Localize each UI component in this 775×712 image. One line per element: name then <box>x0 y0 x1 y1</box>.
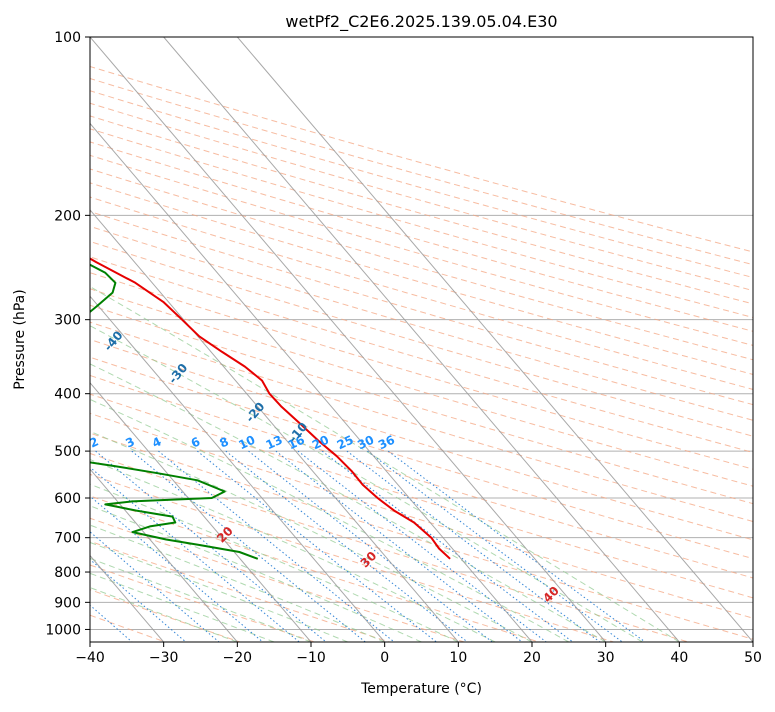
mixing-ratio-line <box>90 604 133 642</box>
mixing-ratio-line <box>196 450 437 642</box>
plot-frame <box>89 36 754 643</box>
isotherm <box>163 37 680 642</box>
mixing-ratio-line <box>95 450 327 642</box>
isotherm <box>90 37 607 642</box>
dry-adiabat <box>90 412 753 619</box>
y-axis-label: Pressure (hPa) <box>12 289 28 389</box>
dry-adiabat <box>90 589 241 642</box>
dry-adiabat <box>90 356 753 560</box>
x-tick-label: −30 <box>149 650 179 666</box>
moist-adiabat <box>90 587 238 642</box>
y-tick-label: 1000 <box>45 622 81 638</box>
x-tick-label: −20 <box>223 650 253 666</box>
mixing-ratio-label: 16 <box>286 433 307 453</box>
dry-adiabat <box>90 211 753 406</box>
moist-adiabat <box>90 541 348 642</box>
mixing-ratio-line <box>131 450 366 642</box>
moist-adiabat <box>90 505 422 642</box>
moist-adiabat <box>90 363 606 642</box>
mixing-ratio-line <box>275 450 523 642</box>
dry-adiabat <box>90 102 753 292</box>
isotherm <box>236 37 753 642</box>
y-tick-label: 600 <box>54 491 81 507</box>
moist-adiabat <box>90 483 459 642</box>
moist-adiabat <box>90 524 385 642</box>
isotherm <box>90 381 312 642</box>
mixing-ratio-line <box>90 466 300 642</box>
isotherm <box>90 295 386 642</box>
moist-adiabat <box>90 398 570 642</box>
y-tick-label: 200 <box>54 208 81 224</box>
moist-adiabat <box>90 430 533 642</box>
mixing-ratio-line <box>225 450 468 642</box>
x-tick-label: 0 <box>380 650 389 666</box>
dry-adiabat <box>90 564 315 642</box>
mixing-ratio-label: 2 <box>87 434 100 450</box>
y-tick-label: 300 <box>54 313 81 329</box>
temperature-line <box>90 257 451 560</box>
mixing-ratio-line <box>90 531 220 642</box>
mixing-ratio-label: 25 <box>335 433 356 453</box>
dry-adiabat <box>90 473 614 642</box>
isotherm <box>90 122 533 642</box>
profiles <box>90 257 451 560</box>
x-tick-label: 50 <box>744 650 762 666</box>
dry-adiabat <box>90 338 753 541</box>
dry-adiabat <box>90 304 753 505</box>
chart-title: wetPf2_C2E6.2025.139.05.04.E30 <box>285 12 557 32</box>
background-lines <box>90 37 753 642</box>
mixing-ratio-label: 13 <box>264 433 285 453</box>
y-tick-label: 100 <box>54 30 81 46</box>
moist-adiabat <box>90 458 496 642</box>
x-tick-label: −40 <box>75 650 105 666</box>
dry-adiabat <box>90 196 753 390</box>
x-tick-label: −10 <box>296 650 326 666</box>
dry-adiabat <box>90 452 689 642</box>
moist-adiabat <box>90 325 643 642</box>
dewpoint-line <box>90 263 259 560</box>
x-tick-label: 30 <box>597 650 615 666</box>
x-tick-label: 20 <box>523 650 541 666</box>
dry-adiabat <box>90 432 753 640</box>
mixing-ratio-label: 30 <box>355 433 376 453</box>
mixing-ratio-line <box>158 450 395 642</box>
mixing-ratio-label: 10 <box>236 433 257 453</box>
y-tick-label: 400 <box>54 387 81 403</box>
dry-adiabat <box>90 225 753 421</box>
dry-adiabat <box>90 182 753 375</box>
mixing-ratio-line <box>321 450 574 642</box>
dry-adiabat <box>90 128 753 319</box>
x-tick-label: 10 <box>449 650 467 666</box>
isotherm <box>90 209 459 642</box>
mixing-ratio-label: 36 <box>376 433 397 453</box>
x-tick-label: 40 <box>670 650 688 666</box>
axes: −40 −30 −20 −10 0 10 20 30 40 50 100 200 300 400 500 60… <box>45 30 762 666</box>
x-axis-label: Temperature (°C) <box>360 681 482 697</box>
dry-adiabat <box>90 115 753 305</box>
moist-adiabat <box>90 285 680 642</box>
mixing-ratio-label: 20 <box>310 433 331 453</box>
isotherm <box>90 468 238 642</box>
y-tick-label: 700 <box>54 531 81 547</box>
y-tick-label: 900 <box>54 595 81 611</box>
y-tick-label: 800 <box>54 565 81 581</box>
mixing-ratio-line <box>297 450 547 642</box>
y-tick-label: 500 <box>54 444 81 460</box>
